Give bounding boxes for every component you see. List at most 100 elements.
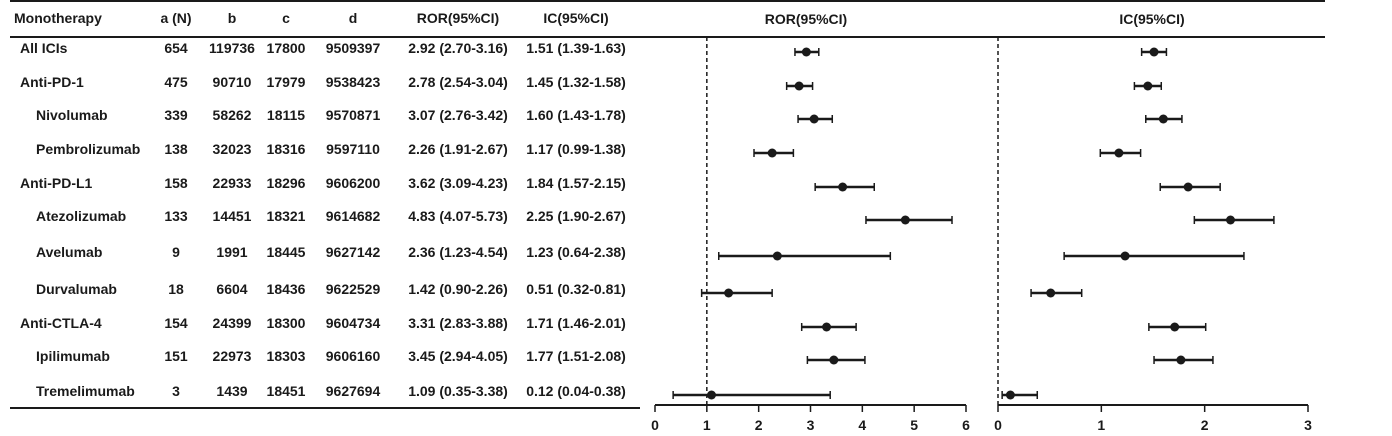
row-label: Nivolumab	[36, 107, 108, 123]
cell-ror: 3.62 (3.09-4.23)	[408, 175, 508, 191]
point-estimate	[1114, 148, 1124, 158]
table-bottom-rule	[10, 407, 640, 409]
header-rule	[10, 36, 1325, 38]
cell-c: 18115	[266, 107, 306, 123]
cell-c: 18316	[266, 141, 306, 157]
cell-c: 18451	[266, 383, 306, 399]
point-estimate	[724, 288, 734, 298]
x-tick-label: 1	[703, 417, 711, 433]
cell-ic: 1.45 (1.32-1.58)	[526, 74, 626, 90]
x-tick-label: 6	[962, 417, 970, 433]
cell-d: 9570871	[325, 107, 381, 123]
point-estimate	[1183, 182, 1193, 192]
cell-d: 9622529	[325, 281, 381, 297]
cell-a: 133	[164, 208, 188, 224]
column-header: a (N)	[160, 10, 192, 26]
x-tick-label: 0	[994, 417, 1002, 433]
point-estimate	[1176, 355, 1186, 365]
cell-a: 9	[172, 244, 180, 260]
cell-b: 90710	[212, 74, 252, 90]
column-header: Monotherapy	[14, 10, 102, 26]
cell-d: 9509397	[325, 40, 381, 56]
x-tick-label: 2	[1201, 417, 1209, 433]
column-header: IC(95%CI)	[543, 10, 609, 26]
point-estimate	[829, 355, 839, 365]
point-estimate	[1226, 215, 1235, 225]
cell-ror: 3.45 (2.94-4.05)	[408, 348, 508, 364]
cell-c: 17979	[266, 74, 306, 90]
cell-a: 18	[168, 281, 184, 297]
x-tick-label: 3	[807, 417, 815, 433]
cell-a: 151	[164, 348, 188, 364]
cell-d: 9606160	[325, 348, 381, 364]
row-label: Avelumab	[36, 244, 103, 260]
cell-ic: 1.17 (0.99-1.38)	[526, 141, 626, 157]
point-estimate	[772, 251, 782, 261]
table-top-rule	[10, 0, 1325, 2]
row-label: Pembrolizumab	[36, 141, 141, 157]
cell-c: 18303	[266, 348, 306, 364]
cell-b: 14451	[212, 208, 252, 224]
cell-d: 9614682	[325, 208, 381, 224]
x-tick-label: 5	[910, 417, 918, 433]
point-estimate	[1158, 114, 1168, 124]
row-label: Atezolizumab	[36, 208, 127, 224]
column-header: c	[282, 10, 290, 26]
point-estimate	[809, 114, 819, 124]
point-estimate	[1149, 47, 1159, 57]
cell-ic: 0.12 (0.04-0.38)	[526, 383, 626, 399]
cell-ror: 2.36 (1.23-4.54)	[408, 244, 508, 260]
cell-c: 18436	[266, 281, 306, 297]
row-label: Anti-PD-1	[20, 74, 84, 90]
cell-a: 654	[164, 40, 188, 56]
cell-a: 154	[164, 315, 188, 331]
point-estimate	[900, 215, 910, 225]
cell-b: 22933	[212, 175, 252, 191]
panel-title: ROR(95%CI)	[765, 11, 847, 27]
cell-d: 9627142	[325, 244, 381, 260]
cell-d: 9606200	[325, 175, 381, 191]
cell-ic: 1.84 (1.57-2.15)	[526, 175, 626, 191]
cell-ic: 2.25 (1.90-2.67)	[526, 208, 626, 224]
cell-ror: 1.09 (0.35-3.38)	[408, 383, 508, 399]
cell-b: 32023	[212, 141, 252, 157]
point-estimate	[1005, 390, 1015, 400]
point-estimate	[1143, 81, 1153, 91]
x-tick-label: 4	[858, 417, 866, 433]
point-estimate	[767, 148, 777, 158]
x-tick-label: 3	[1304, 417, 1312, 433]
point-estimate	[801, 47, 811, 57]
cell-a: 3	[172, 383, 180, 399]
point-estimate	[1170, 322, 1180, 332]
column-header: b	[227, 10, 237, 26]
point-estimate	[1120, 251, 1130, 261]
cell-b: 6604	[216, 281, 248, 297]
cell-ic: 1.51 (1.39-1.63)	[526, 40, 626, 56]
cell-ic: 1.71 (1.46-2.01)	[526, 315, 626, 331]
cell-b: 119736	[209, 40, 255, 56]
x-tick-label: 2	[755, 417, 763, 433]
row-label: Tremelimumab	[36, 383, 135, 399]
x-tick-label: 0	[651, 417, 659, 433]
row-label: Ipilimumab	[36, 348, 110, 364]
cell-d: 9597110	[326, 141, 380, 157]
point-estimate	[706, 390, 716, 400]
cell-d: 9604734	[325, 315, 381, 331]
cell-ror: 3.07 (2.76-3.42)	[408, 107, 508, 123]
x-tick-label: 1	[1097, 417, 1105, 433]
panel-title: IC(95%CI)	[1119, 11, 1184, 27]
cell-b: 58262	[212, 107, 252, 123]
cell-b: 1991	[216, 244, 248, 260]
cell-c: 18445	[266, 244, 306, 260]
cell-ror: 2.26 (1.91-2.67)	[408, 141, 508, 157]
cell-b: 24399	[212, 315, 252, 331]
row-label: All ICIs	[20, 40, 68, 56]
column-header: ROR(95%CI)	[416, 10, 500, 26]
cell-ic: 1.23 (0.64-2.38)	[526, 244, 626, 260]
cell-ror: 4.83 (4.07-5.73)	[408, 208, 508, 224]
cell-c: 18296	[266, 175, 306, 191]
cell-ror: 2.78 (2.54-3.04)	[408, 74, 508, 90]
cell-ic: 1.60 (1.43-1.78)	[526, 107, 626, 123]
